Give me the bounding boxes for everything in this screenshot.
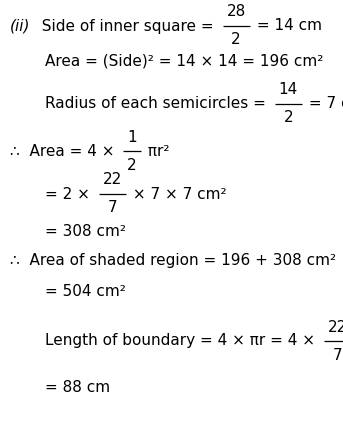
Text: ∴  Area = 4 ×: ∴ Area = 4 × xyxy=(10,144,119,158)
Text: = 2 ×: = 2 × xyxy=(45,186,95,202)
Text: 7: 7 xyxy=(333,347,342,363)
Text: = 88 cm: = 88 cm xyxy=(45,380,110,396)
Text: ∴  Area of shaded region = 196 + 308 cm²: ∴ Area of shaded region = 196 + 308 cm² xyxy=(10,253,336,268)
Text: = 504 cm²: = 504 cm² xyxy=(45,284,126,298)
Text: Side of inner square =: Side of inner square = xyxy=(32,18,218,33)
Text: 2: 2 xyxy=(231,33,241,48)
Text: Area = (Side)² = 14 × 14 = 196 cm²: Area = (Side)² = 14 × 14 = 196 cm² xyxy=(45,54,323,69)
Text: = 7 cm: = 7 cm xyxy=(304,96,343,112)
Text: = 14 cm: = 14 cm xyxy=(252,18,322,33)
Text: 14: 14 xyxy=(279,83,298,98)
Text: 2: 2 xyxy=(127,157,137,173)
Text: = 308 cm²: = 308 cm² xyxy=(45,223,126,239)
Text: πr²: πr² xyxy=(143,144,169,158)
Text: 7: 7 xyxy=(108,201,117,215)
Text: 22: 22 xyxy=(103,173,122,187)
Text: 22: 22 xyxy=(328,319,343,334)
Text: 28: 28 xyxy=(226,4,246,20)
Text: 2: 2 xyxy=(284,111,293,125)
Text: Radius of each semicircles =: Radius of each semicircles = xyxy=(45,96,271,112)
Text: (ii): (ii) xyxy=(10,18,31,33)
Text: 1: 1 xyxy=(127,129,137,145)
Text: × 7 × 7 cm²: × 7 × 7 cm² xyxy=(128,186,227,202)
Text: Length of boundary = 4 × πr = 4 ×: Length of boundary = 4 × πr = 4 × xyxy=(45,334,320,348)
